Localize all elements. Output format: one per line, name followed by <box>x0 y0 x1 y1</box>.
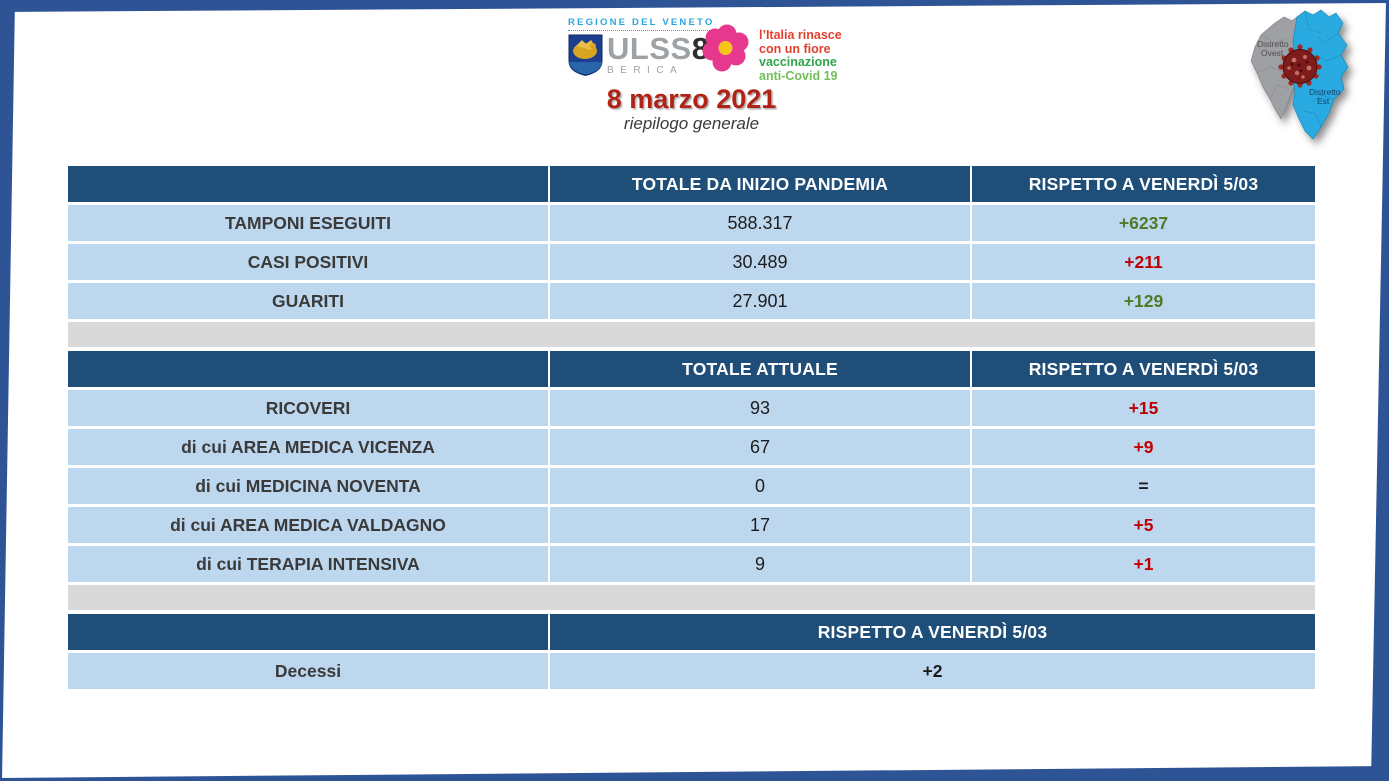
decessi-header-empty <box>68 614 548 650</box>
row-delta: +2 <box>550 653 1315 689</box>
row-total: 17 <box>550 507 970 543</box>
row-delta: +15 <box>972 390 1315 426</box>
map-label-east-1: Distretto <box>1309 87 1341 97</box>
attuale-header-empty <box>68 351 548 387</box>
row-label: di cui TERAPIA INTENSIVA <box>68 546 548 582</box>
campaign-line-2: con un fiore <box>759 41 831 56</box>
row-total: 588.317 <box>550 205 970 241</box>
decessi-header-delta: RISPETTO A VENERDÌ 5/03 <box>550 614 1315 650</box>
row-label: di cui AREA MEDICA VALDAGNO <box>68 507 548 543</box>
campaign-slogan: l’Italia rinasce con un fiore vaccinazio… <box>759 28 842 83</box>
map-label-west-2: Ovest <box>1261 48 1284 58</box>
row-delta: +129 <box>972 283 1315 319</box>
row-total: 93 <box>550 390 970 426</box>
pandemia-header-total: TOTALE DA INIZIO PANDEMIA <box>550 166 970 202</box>
table-pandemia: TOTALE DA INIZIO PANDEMIA RISPETTO A VEN… <box>68 166 1315 319</box>
attuale-header-delta: RISPETTO A VENERDÌ 5/03 <box>972 351 1315 387</box>
regione-veneto-label: REGIONE DEL VENETO <box>568 17 718 31</box>
row-total: 30.489 <box>550 244 970 280</box>
row-total: 0 <box>550 468 970 504</box>
vaccination-campaign-logo: l’Italia rinasce con un fiore vaccinazio… <box>702 22 842 83</box>
row-label: di cui MEDICINA NOVENTA <box>68 468 548 504</box>
coronavirus-icon <box>1278 44 1322 88</box>
campaign-line-3: vaccinazione <box>759 55 837 69</box>
row-total: 67 <box>550 429 970 465</box>
row-label: Decessi <box>68 653 548 689</box>
veneto-crest-icon <box>568 34 603 76</box>
row-label: di cui AREA MEDICA VICENZA <box>68 429 548 465</box>
map-label-east-2: Est <box>1317 96 1330 106</box>
pandemia-header-empty <box>68 166 548 202</box>
table-decessi: RISPETTO A VENERDÌ 5/03 Decessi +2 <box>68 614 1315 689</box>
district-map: Distretto Ovest Distretto Est <box>1250 9 1349 140</box>
row-delta: +5 <box>972 507 1315 543</box>
row-label: TAMPONI ESEGUITI <box>68 205 548 241</box>
berica-text: BERICA <box>607 65 684 76</box>
ulss-text: ULSS <box>607 31 692 66</box>
pandemia-header-delta: RISPETTO A VENERDÌ 5/03 <box>972 166 1315 202</box>
row-delta: +6237 <box>972 205 1315 241</box>
row-delta: +1 <box>972 546 1315 582</box>
page-title: 8 marzo 2021 <box>606 84 777 114</box>
page-subtitle: riepilogo generale <box>623 114 760 133</box>
row-label: RICOVERI <box>68 390 548 426</box>
row-label: GUARITI <box>68 283 548 319</box>
separator-bar <box>68 322 1315 347</box>
campaign-line-4: anti-Covid 19 <box>759 68 838 83</box>
row-label: CASI POSITIVI <box>68 244 548 280</box>
campaign-line-1: l’Italia rinasce <box>759 28 842 42</box>
row-delta: = <box>972 468 1315 504</box>
row-delta: +211 <box>972 244 1315 280</box>
attuale-header-total: TOTALE ATTUALE <box>550 351 970 387</box>
table-attuale: TOTALE ATTUALE RISPETTO A VENERDÌ 5/03 R… <box>68 351 1315 582</box>
separator-bar <box>68 585 1315 610</box>
tables-container: TOTALE DA INIZIO PANDEMIA RISPETTO A VEN… <box>68 166 1315 689</box>
row-total: 9 <box>550 546 970 582</box>
ulss8-logo: REGIONE DEL VENETO ULSS8 BERICA <box>568 17 718 76</box>
row-delta: +9 <box>972 429 1315 465</box>
ulss-wordmark: ULSS8 <box>607 31 709 66</box>
map-label-west-1: Distretto <box>1257 39 1289 49</box>
primula-flower-icon <box>702 24 749 72</box>
row-total: 27.901 <box>550 283 970 319</box>
